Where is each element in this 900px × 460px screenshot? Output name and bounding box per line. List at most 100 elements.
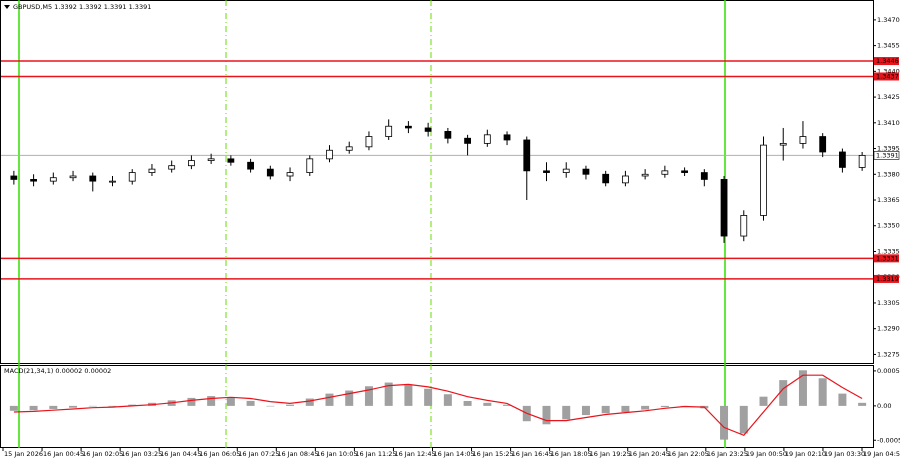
x-tick-label: 16 Jan 02:05 xyxy=(82,450,123,458)
macd-bar xyxy=(739,405,748,434)
x-tick-label: 16 Jan 15:25 xyxy=(473,450,514,458)
macd-bar xyxy=(424,388,433,406)
y-tick-label: 1.3395 xyxy=(877,145,900,153)
x-tick-label: 16 Jan 12:45 xyxy=(394,450,435,458)
candle-body xyxy=(681,170,688,173)
macd-bar xyxy=(305,398,314,406)
candle-body xyxy=(69,175,77,179)
x-tick-label: 16 Jan 20:45 xyxy=(629,450,670,458)
candle-body xyxy=(483,134,491,144)
macd-bar xyxy=(384,382,393,406)
candle-body xyxy=(306,158,314,173)
candle-body xyxy=(89,175,97,182)
candle-body xyxy=(128,172,136,182)
macd-bar xyxy=(128,404,137,406)
menu-arrow[interactable] xyxy=(4,5,10,9)
candle-body xyxy=(582,168,590,175)
y-tick-label: 1.3365 xyxy=(877,196,900,204)
macd-bar xyxy=(246,400,255,406)
y-tick-label: 1.3410 xyxy=(877,119,900,127)
candle-body xyxy=(424,127,432,132)
macd-bar xyxy=(187,397,196,406)
macd-bar xyxy=(108,405,117,407)
x-tick-label: 16 Jan 14:05 xyxy=(434,450,475,458)
y-tick-label: 1.3305 xyxy=(877,299,900,307)
candle-body xyxy=(326,149,333,160)
candle-body xyxy=(740,215,748,237)
x-tick-label: 16 Jan 00:45 xyxy=(43,450,84,458)
macd-bar xyxy=(641,405,650,410)
x-tick-label: 16 Jan 18:05 xyxy=(551,450,592,458)
macd-bar xyxy=(542,405,551,425)
x-tick-label: 16 Jan 19:25 xyxy=(590,450,631,458)
macd-bar xyxy=(88,405,97,407)
y-tick-label: 1.3380 xyxy=(877,170,900,178)
y-tick-label: 1.3425 xyxy=(877,93,900,101)
last-price-label: 1.3391 xyxy=(876,151,899,159)
candle-body xyxy=(365,136,373,148)
candle-body xyxy=(10,175,18,180)
last-price-tag xyxy=(873,151,900,160)
y-tick-label: 1.3275 xyxy=(877,350,900,358)
macd-bar xyxy=(660,405,669,408)
candle-body xyxy=(247,161,254,170)
macd-bar xyxy=(818,378,827,406)
candle-body xyxy=(207,158,215,161)
candle-body xyxy=(503,134,511,141)
x-tick-label: 16 Jan 16:45 xyxy=(512,450,553,458)
candle-body xyxy=(700,172,708,180)
level-tag xyxy=(874,72,899,81)
candle-body xyxy=(799,136,807,144)
level-label: 1.3319 xyxy=(876,275,899,283)
macd-bar xyxy=(798,370,807,406)
macd-bar xyxy=(266,405,275,407)
macd-bar xyxy=(759,396,768,406)
macd-frame xyxy=(0,365,874,448)
candle-body xyxy=(109,180,116,183)
candle-body xyxy=(779,142,787,146)
y-tick-label: -0.00056 xyxy=(877,436,900,444)
macd-bar xyxy=(621,405,630,413)
y-tick-label: 1.3290 xyxy=(877,325,900,333)
candle-body xyxy=(819,136,827,153)
candle-body xyxy=(464,137,471,144)
candle-body xyxy=(839,151,846,168)
macd-bar xyxy=(286,404,295,406)
macd-bar xyxy=(9,405,18,411)
main-frame xyxy=(0,0,874,364)
level-tag xyxy=(874,254,899,263)
chart-title: GBPUSD,M5 1.3392 1.3392 1.3391 1.3391 xyxy=(13,3,151,11)
level-label: 1.3331 xyxy=(876,254,899,262)
x-tick-label: 16 Jan 22:05 xyxy=(668,450,709,458)
macd-bar xyxy=(207,396,216,406)
x-tick-label: 16 Jan 03:25 xyxy=(121,450,162,458)
macd-bar xyxy=(581,405,590,416)
macd-bar xyxy=(601,405,610,414)
macd-bar xyxy=(720,405,729,440)
x-tick-label: 19 Jan 00:50 xyxy=(746,450,787,458)
macd-bar xyxy=(562,405,571,420)
y-tick-label: 0.00057 xyxy=(877,367,900,375)
x-tick-label: 16 Jan 07:25 xyxy=(238,450,279,458)
macd-bar xyxy=(29,405,38,411)
candle-body xyxy=(760,144,767,216)
y-tick-label: 1.3470 xyxy=(877,16,900,24)
candle-body xyxy=(30,179,37,182)
y-tick-label: 1.3335 xyxy=(877,247,900,255)
candle-body xyxy=(543,170,550,173)
x-tick-label: 19 Jan 02:10 xyxy=(785,450,826,458)
candle-body xyxy=(858,155,866,168)
candle-body xyxy=(345,146,353,151)
candle-body xyxy=(720,179,728,237)
candle-body xyxy=(385,125,393,137)
candle-body xyxy=(49,177,57,182)
macd-title: MACD(21,34,1) 0.00002 0.00002 xyxy=(4,367,111,375)
candle-body xyxy=(562,168,570,173)
candle-body xyxy=(405,125,412,129)
candle-body xyxy=(148,168,156,173)
x-tick-label: 16 Jan 06:05 xyxy=(199,450,240,458)
x-tick-label: 19 Jan 04:50 xyxy=(863,450,900,458)
x-tick-label: 16 Jan 11:25 xyxy=(355,450,396,458)
candle-body xyxy=(286,172,294,177)
